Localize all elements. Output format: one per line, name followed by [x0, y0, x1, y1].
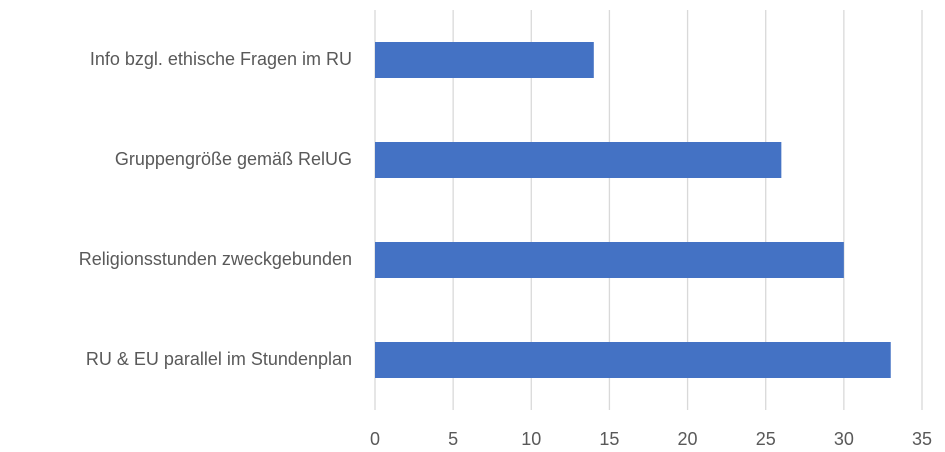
- x-tick-label: 10: [521, 429, 541, 449]
- x-tick-label: 15: [599, 429, 619, 449]
- y-tick-label: Religionsstunden zweckgebunden: [79, 249, 352, 269]
- y-tick-label: RU & EU parallel im Stundenplan: [86, 349, 352, 369]
- x-tick-label: 20: [678, 429, 698, 449]
- y-tick-label: Gruppengröße gemäß RelUG: [115, 149, 352, 169]
- x-tick-label: 35: [912, 429, 932, 449]
- bar: [375, 242, 844, 278]
- x-tick-label: 30: [834, 429, 854, 449]
- bar: [375, 142, 782, 178]
- x-tick-label: 25: [756, 429, 776, 449]
- x-tick-label: 0: [370, 429, 380, 449]
- x-tick-label: 5: [448, 429, 458, 449]
- bar: [375, 42, 594, 78]
- bar: [375, 342, 891, 378]
- y-tick-label: Info bzgl. ethische Fragen im RU: [90, 49, 352, 69]
